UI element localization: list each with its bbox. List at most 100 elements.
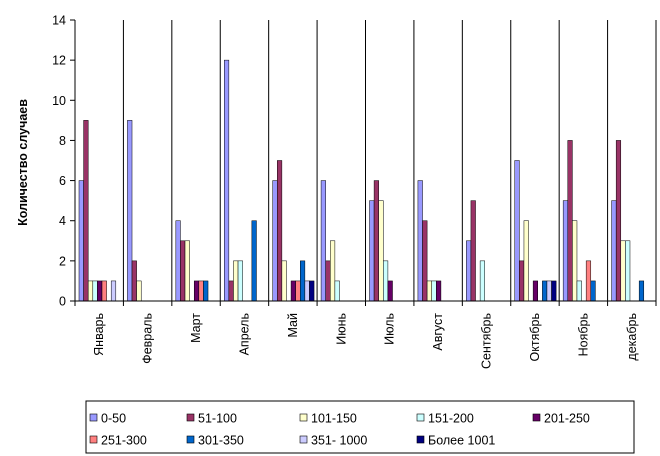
x-tick-label: Апрель: [237, 313, 251, 355]
bar: [110, 280, 117, 302]
y-tick-label: 2: [59, 254, 66, 268]
bar: [378, 200, 384, 302]
bar: [272, 180, 278, 302]
bar: [203, 280, 209, 302]
bar: [373, 180, 379, 302]
x-tick-labels: Январь Февраль Март Апрель Май Июнь Июль Август…: [92, 313, 639, 369]
bar: [330, 240, 336, 302]
bar: [585, 260, 592, 302]
legend-item-label: 0-50: [101, 412, 126, 426]
axes: [70, 19, 657, 306]
bar: [519, 260, 525, 302]
bar: [304, 280, 310, 302]
bar: [131, 260, 137, 302]
bar: [334, 280, 340, 302]
legend-item-label: 251-300: [101, 434, 147, 448]
legend-item-label: 201-250: [544, 412, 590, 426]
bar: [562, 200, 569, 302]
y-axis-label: Количество случаев: [16, 99, 30, 226]
y-tick-labels: 0 2 4 6 8 10 12 14: [52, 14, 66, 309]
bar: [198, 280, 204, 302]
legend-swatch: [299, 435, 308, 444]
bar: [136, 280, 142, 302]
y-tick-label: 10: [52, 94, 66, 108]
bar: [387, 280, 393, 302]
bar: [523, 220, 529, 302]
bar: [97, 280, 103, 302]
bar: [514, 160, 520, 302]
legend-item-label: 351- 1000: [311, 434, 367, 448]
bar: [290, 280, 296, 302]
bar: [383, 260, 389, 302]
x-tick-label: Май: [286, 313, 300, 338]
legend-item-label: 151-200: [428, 412, 474, 426]
bar: [325, 260, 331, 302]
y-tick-label: 4: [59, 214, 66, 228]
y-tick-label: 12: [52, 54, 66, 68]
gridlines: [122, 20, 657, 301]
bar: [228, 280, 234, 302]
bar: [175, 220, 181, 302]
bar: [611, 200, 617, 302]
bar: [251, 220, 257, 302]
bar: [87, 280, 94, 302]
bar: [422, 220, 428, 302]
bar: [417, 180, 423, 302]
bar: [300, 260, 306, 302]
legend-swatch: [532, 413, 541, 422]
bar: [224, 59, 230, 302]
bar: [542, 280, 548, 302]
bar: [436, 280, 442, 302]
legend-item-label: 51-100: [198, 412, 237, 426]
x-tick-label: Январь: [92, 313, 106, 356]
x-tick-label: Ноябрь: [576, 313, 590, 356]
bar: [92, 280, 98, 302]
bars: [78, 59, 645, 302]
bar: [590, 280, 596, 302]
legend-box: [85, 400, 635, 454]
legend-swatch: [186, 413, 195, 422]
bar: [193, 280, 200, 302]
bar: [625, 240, 631, 302]
bar: [638, 280, 645, 302]
x-tick-label: Июль: [383, 313, 397, 345]
bar: [567, 140, 573, 302]
bar: [295, 280, 301, 302]
legend-swatch: [299, 413, 308, 422]
legend-swatch: [416, 413, 425, 422]
x-tick-label: Октябрь: [528, 313, 542, 361]
x-tick-label: Февраль: [141, 313, 155, 364]
x-tick-label: Август: [431, 313, 445, 351]
x-tick-label: Март: [189, 313, 203, 343]
bar: [426, 280, 432, 302]
bar: [620, 240, 626, 302]
y-tick-label: 14: [52, 14, 66, 28]
legend-item-label: Более 1001: [428, 434, 495, 448]
bar: [466, 240, 472, 302]
bar: [78, 180, 84, 302]
bar: [479, 260, 485, 302]
bar: [237, 260, 243, 302]
legend-swatch: [186, 435, 195, 444]
bar: [532, 280, 539, 302]
bar: [431, 280, 437, 302]
bar: [180, 240, 186, 302]
bar: [470, 200, 476, 302]
bar: [233, 260, 239, 302]
x-tick-label: Июнь: [334, 313, 348, 345]
bar: [572, 220, 578, 302]
y-tick-label: 8: [59, 134, 66, 148]
bar: [369, 200, 375, 302]
legend-item-label: 101-150: [311, 412, 357, 426]
bar: [184, 240, 190, 302]
bar: [277, 160, 283, 302]
x-tick-label: Сентябрь: [480, 313, 494, 369]
bar: [127, 120, 133, 302]
bar: [281, 260, 287, 302]
bar: [546, 280, 552, 302]
bar: [101, 280, 107, 302]
bar: [615, 140, 622, 302]
x-tick-label: декабрь: [625, 313, 639, 361]
bar: [309, 280, 315, 302]
